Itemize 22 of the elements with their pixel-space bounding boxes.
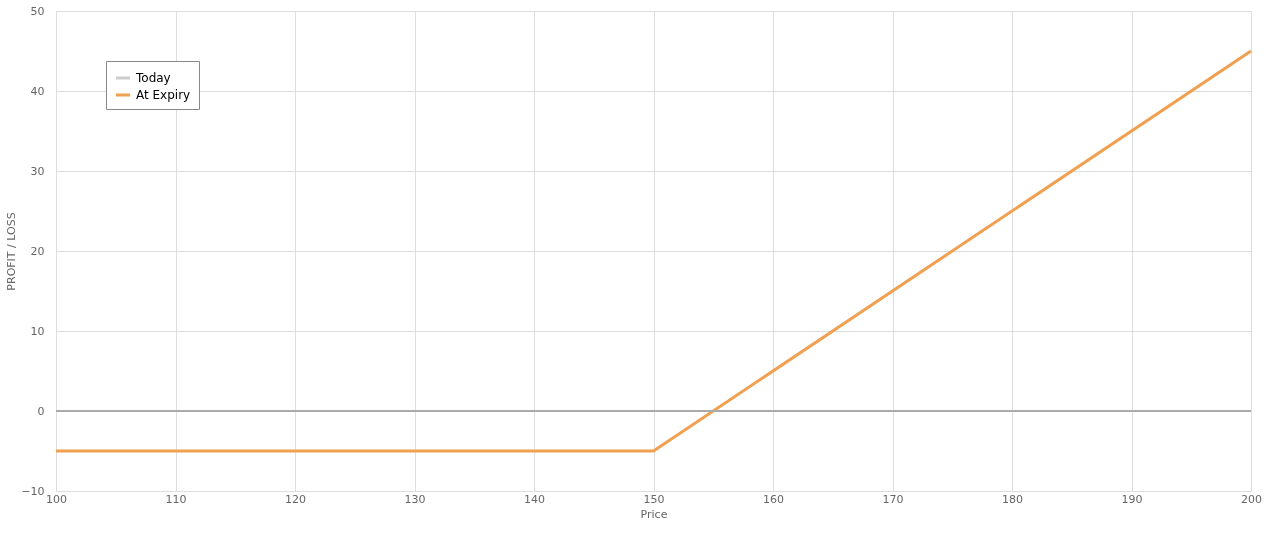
legend-label: Today (135, 71, 171, 85)
y-tick-label: 10 (30, 324, 45, 338)
x-tick-label: 170 (882, 492, 904, 506)
y-tick-label: 30 (30, 164, 45, 178)
x-tick-label: 150 (643, 492, 665, 506)
y-tick-label: 0 (37, 404, 45, 418)
x-tick-label: 140 (524, 492, 545, 506)
y-tick-label: 50 (30, 4, 45, 18)
x-tick-label: 160 (763, 492, 784, 506)
y-tick-label: −10 (21, 484, 45, 498)
x-tick-label: 120 (285, 492, 306, 506)
y-axis-title: PROFIT / LOSS (5, 212, 19, 291)
y-tick-label: 20 (30, 244, 45, 258)
legend-label: At Expiry (136, 88, 191, 102)
x-axis-title: Price (640, 507, 668, 521)
y-tick-label: 40 (30, 84, 45, 98)
x-tick-label: 190 (1121, 492, 1143, 506)
x-tick-label: 110 (165, 492, 187, 506)
x-tick-label: 180 (1002, 492, 1023, 506)
x-tick-label: 130 (404, 492, 426, 506)
x-tick-label: 200 (1241, 492, 1262, 506)
x-tick-label: 100 (46, 492, 67, 506)
